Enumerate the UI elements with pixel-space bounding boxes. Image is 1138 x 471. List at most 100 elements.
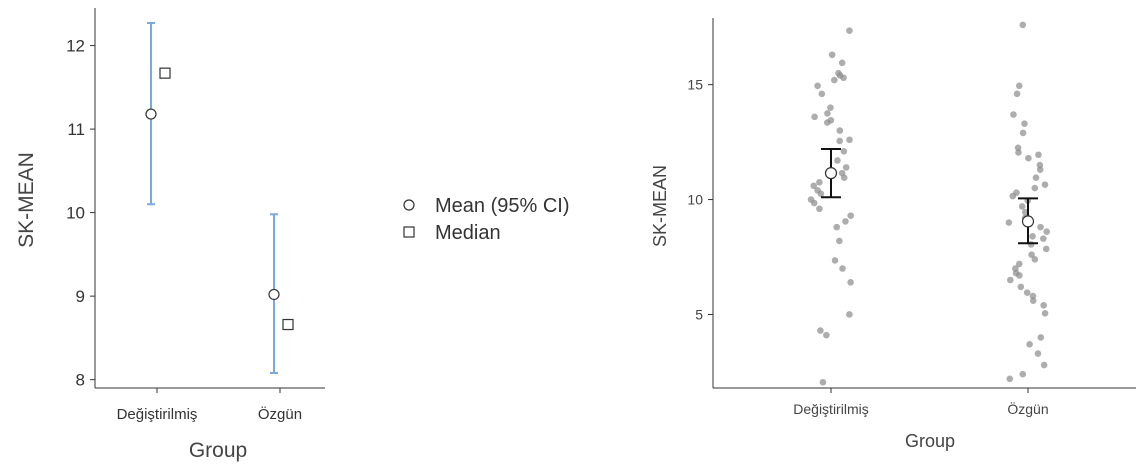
data-point (1016, 272, 1023, 279)
data-point (819, 378, 827, 386)
median-point (282, 318, 294, 331)
data-point (840, 74, 847, 82)
data-point (847, 212, 855, 219)
data-point (1006, 375, 1014, 383)
data-point (836, 137, 843, 145)
data-point (1029, 233, 1036, 240)
data-point (1019, 370, 1027, 378)
data-point (838, 59, 846, 67)
data-point (1025, 154, 1032, 162)
data-point (842, 164, 850, 171)
chart-legend: Mean (95% CI) Median (398, 190, 628, 250)
data-point (846, 136, 853, 144)
right-chart-panel: 5 10 15 Değiştirilmiş Özgün Group SK-MEAN (640, 0, 1138, 466)
data-point (1005, 219, 1013, 226)
data-point (1032, 174, 1040, 182)
y-tick-label: 8 (76, 371, 85, 390)
data-point (817, 327, 824, 334)
legend-median-marker (403, 226, 415, 238)
data-point (1019, 21, 1027, 29)
data-point (818, 90, 826, 98)
data-point (1043, 228, 1050, 236)
data-point (1034, 350, 1042, 357)
data-point (816, 205, 823, 213)
x-tick-label: Özgün (1007, 400, 1048, 417)
mean-point (268, 288, 280, 301)
data-point (828, 51, 836, 59)
data-point (823, 331, 830, 339)
legend-mean-marker (403, 199, 415, 211)
data-point (1035, 151, 1042, 159)
legend-median-label: Median (435, 222, 501, 244)
data-point (833, 223, 841, 231)
data-point (810, 182, 818, 190)
data-point (1041, 310, 1049, 317)
data-point (831, 257, 839, 264)
median-point (159, 67, 171, 79)
data-point (824, 119, 831, 126)
data-point (1031, 256, 1039, 263)
y-tick-label: 9 (76, 287, 85, 306)
x-tick-label: Değiştirilmiş (793, 401, 868, 417)
data-point (840, 174, 848, 182)
data-point (1041, 181, 1049, 188)
data-point (827, 104, 834, 111)
data-point (1023, 289, 1031, 296)
data-point (1042, 245, 1050, 253)
data-point (1015, 149, 1022, 156)
data-point (1017, 283, 1025, 291)
y-tick-label: 11 (67, 120, 85, 139)
data-point (836, 237, 843, 245)
data-point (1010, 111, 1017, 118)
mean-point (824, 167, 838, 180)
data-point (810, 199, 818, 207)
data-point (1031, 184, 1039, 192)
data-point (1026, 341, 1033, 348)
data-point (1029, 297, 1037, 304)
y-axis-title: SK-MEAN (15, 152, 38, 248)
data-point (1040, 361, 1048, 369)
data-point (824, 110, 831, 117)
data-point (1040, 235, 1047, 242)
data-point (1009, 192, 1017, 200)
data-point (816, 179, 823, 186)
data-point (1037, 223, 1044, 231)
data-point (1018, 203, 1026, 210)
data-point (1028, 251, 1035, 259)
data-point (1019, 129, 1027, 137)
y-tick-label: 5 (695, 306, 703, 322)
y-tick-label: 15 (687, 77, 703, 93)
data-point (839, 265, 846, 272)
data-point (814, 82, 821, 90)
data-point (836, 127, 844, 134)
data-point (1015, 82, 1023, 90)
data-point (1006, 276, 1014, 284)
data-point (1036, 166, 1044, 173)
y-axis-title: SK-MEAN (650, 165, 670, 247)
left-chart-svg: 8 9 10 11 12 Değiştirilmiş Özgün Group SK-MEAN (15, 8, 325, 462)
x-axis-title: Group (905, 431, 955, 451)
data-point (1015, 260, 1023, 268)
data-point (846, 311, 853, 318)
y-tick-label: 10 (66, 204, 85, 223)
legend-svg: Mean (95% CI) Median (403, 195, 570, 244)
data-point (847, 278, 854, 286)
data-point (834, 157, 841, 164)
mean-point (1021, 215, 1035, 228)
y-tick-label: 12 (66, 37, 85, 56)
data-point (846, 27, 853, 34)
x-tick-label: Özgün (258, 405, 302, 423)
left-chart-panel: 8 9 10 11 12 Değiştirilmiş Özgün Group SK-MEAN (0, 0, 390, 466)
data-point (1022, 208, 1029, 216)
x-axis-title: Group (189, 439, 247, 462)
x-tick-label: Değiştirilmiş (117, 406, 198, 423)
data-point (1021, 120, 1028, 128)
data-point (840, 147, 848, 155)
data-point (1013, 90, 1021, 98)
data-point (1040, 301, 1047, 309)
legend-mean-label: Mean (95% CI) (435, 195, 570, 217)
data-point (842, 218, 849, 225)
data-point (1037, 334, 1045, 341)
data-point (831, 76, 838, 84)
right-chart-svg: 5 10 15 Değiştirilmiş Özgün Group SK-MEAN (650, 18, 1136, 451)
